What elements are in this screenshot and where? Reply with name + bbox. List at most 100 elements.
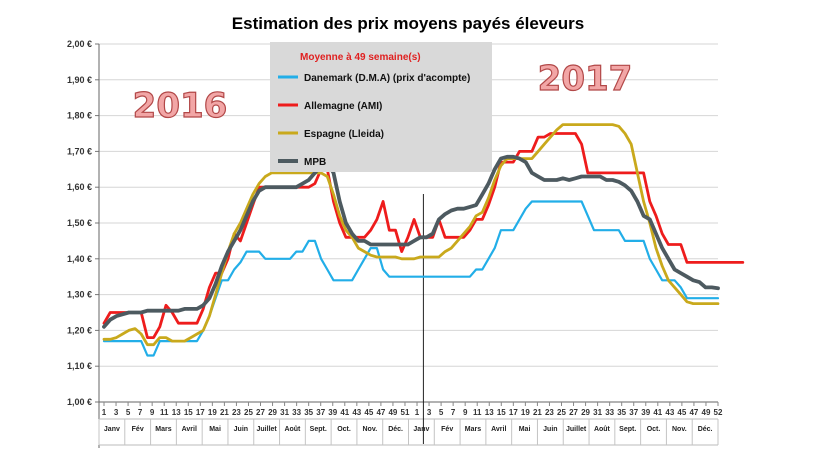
x-tick-label: 15 <box>184 408 193 417</box>
x-tick-label: 41 <box>653 408 662 417</box>
x-tick-label: 39 <box>328 408 337 417</box>
x-tick-label: 13 <box>172 408 181 417</box>
y-tick-label: 1,60 € <box>67 182 92 192</box>
y-tick-label: 1,70 € <box>67 146 92 156</box>
x-tick-label: 25 <box>557 408 566 417</box>
x-tick-label: 15 <box>497 408 506 417</box>
legend-header: Moyenne à 49 semaine(s) <box>300 52 421 63</box>
month-label: Déc. <box>698 426 713 433</box>
y-tick-label: 1,30 € <box>67 290 92 300</box>
chart-title: Estimation des prix moyens payés éleveur… <box>232 14 584 33</box>
x-tick-label: 11 <box>473 408 482 417</box>
y-tick-label: 1,80 € <box>67 111 92 121</box>
x-tick-label: 43 <box>665 408 674 417</box>
y-tick-label: 1,50 € <box>67 218 92 228</box>
month-label: Janv <box>104 426 120 433</box>
month-label: Mai <box>519 426 531 433</box>
year-labels: 2016 2017 <box>132 58 633 126</box>
year-label: 2017 <box>538 59 633 99</box>
x-tick-label: 43 <box>352 408 361 417</box>
x-tick-label: 7 <box>451 408 456 417</box>
x-tick-label: 31 <box>280 408 289 417</box>
x-tick-label: 21 <box>533 408 542 417</box>
x-tick-label: 13 <box>485 408 494 417</box>
legend-label: Allemagne (AMI) <box>304 101 382 112</box>
x-tick-label: 47 <box>689 408 698 417</box>
month-label: Nov. <box>672 426 687 433</box>
month-label: Sept. <box>310 426 327 433</box>
month-label: Juin <box>234 426 248 433</box>
x-tick-label: 51 <box>401 408 410 417</box>
x-tick-label: 17 <box>509 408 518 417</box>
y-tick-label: 1,10 € <box>67 361 92 371</box>
month-label: Sept. <box>619 426 636 433</box>
x-tick-label: 35 <box>617 408 626 417</box>
month-label: Fév <box>441 426 453 433</box>
x-tick-label: 7 <box>138 408 143 417</box>
x-tick-label: 39 <box>641 408 650 417</box>
axis-layer: 1,00 € 1,10 € 1,20 € 1,30 € 1,40 € 1,50 € 1,60… <box>67 39 723 448</box>
x-tick-label: 17 <box>196 408 205 417</box>
x-tick-label: 35 <box>304 408 313 417</box>
legend-label: MPB <box>304 157 326 168</box>
legend-label: Espagne (Lleida) <box>304 129 384 140</box>
legend-box <box>270 42 492 172</box>
x-tick-label: 29 <box>268 408 277 417</box>
x-tick-label: 29 <box>581 408 590 417</box>
x-tick-label: 33 <box>292 408 301 417</box>
month-label: Oct. <box>337 426 351 433</box>
x-tick-label: 11 <box>160 408 169 417</box>
month-label: Avril <box>491 426 506 433</box>
x-tick-label: 37 <box>316 408 325 417</box>
x-tick-label: 47 <box>376 408 385 417</box>
x-tick-label: 23 <box>232 408 241 417</box>
month-label: Déc. <box>388 426 403 433</box>
x-tick-label: 27 <box>256 408 265 417</box>
x-tick-label: 23 <box>545 408 554 417</box>
month-label: Juin <box>543 426 557 433</box>
legend-label: Danemark (D.M.A) (prix d'acompte) <box>304 73 470 84</box>
x-tick-label: 27 <box>569 408 578 417</box>
y-tick-label: 1,00 € <box>67 397 92 407</box>
x-tick-label: 3 <box>114 408 119 417</box>
month-label: Nov. <box>362 426 377 433</box>
x-tick-label: 3 <box>427 408 432 417</box>
series-line-espagne-lleida <box>102 123 720 347</box>
month-label: Août <box>594 426 611 433</box>
x-tick-label: 45 <box>364 408 373 417</box>
month-label: Août <box>284 426 301 433</box>
x-tick-label: 49 <box>702 408 711 417</box>
x-tick-label: 9 <box>463 408 468 417</box>
x-tick-label: 1 <box>415 408 420 417</box>
month-label: Juillet <box>257 426 278 433</box>
month-label: Oct. <box>647 426 661 433</box>
year-label: 2016 <box>133 86 228 126</box>
month-label: Fév <box>132 426 144 433</box>
x-tick-label: 9 <box>150 408 155 417</box>
x-tick-label: 33 <box>605 408 614 417</box>
y-tick-label: 1,40 € <box>67 254 92 264</box>
month-label: Juillet <box>566 426 587 433</box>
series-layer <box>102 123 745 357</box>
x-tick-label: 19 <box>521 408 530 417</box>
legend: Moyenne à 49 semaine(s) Danemark (D.M.A) … <box>270 42 492 172</box>
x-tick-label: 25 <box>244 408 253 417</box>
month-label: Mars <box>155 426 171 433</box>
x-tick-label: 37 <box>629 408 638 417</box>
month-label: Mai <box>209 426 221 433</box>
y-tick-label: 1,20 € <box>67 325 92 335</box>
x-tick-label: 5 <box>439 408 444 417</box>
x-tick-label: 41 <box>340 408 349 417</box>
x-tick-label: 49 <box>388 408 397 417</box>
y-tick-label: 2,00 € <box>67 39 92 49</box>
month-label: Mars <box>465 426 481 433</box>
x-tick-label: 21 <box>220 408 229 417</box>
y-tick-label: 1,90 € <box>67 75 92 85</box>
x-tick-label: 1 <box>102 408 107 417</box>
x-tick-label: 19 <box>208 408 217 417</box>
x-tick-label: 5 <box>126 408 131 417</box>
series-line-mpb <box>102 154 720 329</box>
x-tick-label: 31 <box>593 408 602 417</box>
